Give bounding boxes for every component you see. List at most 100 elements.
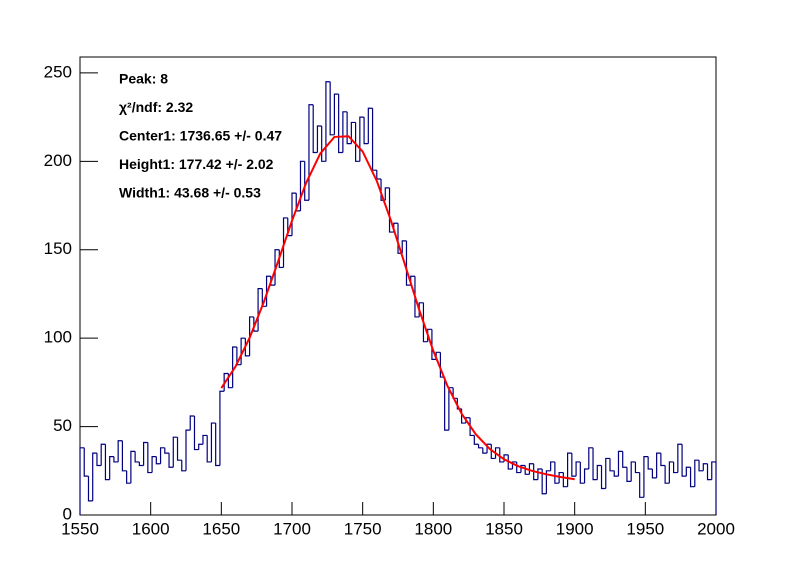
histogram-bin xyxy=(185,429,191,471)
histogram-bin xyxy=(79,447,85,515)
x-tick-label: 1850 xyxy=(485,519,523,538)
histogram-bin xyxy=(694,459,700,487)
histogram-bin xyxy=(596,464,602,480)
histogram-bin xyxy=(367,107,373,144)
histogram-bin xyxy=(545,470,551,494)
histogram-bin xyxy=(647,456,653,470)
histogram-bin xyxy=(668,461,674,484)
histogram-bin xyxy=(321,125,326,162)
histogram-bin xyxy=(249,316,254,356)
histogram-bin xyxy=(414,276,420,318)
x-tick-label: 1950 xyxy=(626,519,664,538)
histogram-bin xyxy=(494,447,500,459)
histogram-bin xyxy=(359,116,365,162)
histogram-bin xyxy=(567,452,572,487)
histogram-bin xyxy=(325,81,331,162)
histogram-bin xyxy=(299,160,305,211)
histogram-bin xyxy=(316,125,322,153)
histogram-bin xyxy=(613,470,619,477)
histogram-bin xyxy=(626,467,632,483)
histogram-bin xyxy=(575,461,581,477)
stats-annotation: Peak: 8 xyxy=(119,71,168,87)
y-tick-label: 0 xyxy=(63,504,72,523)
histogram-bin xyxy=(571,453,577,477)
histogram-bin xyxy=(189,415,195,431)
x-tick-label: 1750 xyxy=(344,519,382,538)
histogram-bin xyxy=(579,461,585,484)
x-tick-label: 1550 xyxy=(61,519,99,538)
histogram-bin xyxy=(639,472,644,498)
histogram-bin xyxy=(96,453,102,467)
histogram-bin xyxy=(405,240,411,286)
histogram-bin xyxy=(172,436,178,468)
y-tick-label: 150 xyxy=(44,239,72,258)
histogram-bin xyxy=(371,108,377,171)
histogram-bin xyxy=(681,444,687,477)
histogram-bin xyxy=(210,422,216,462)
stats-annotation: Height1: 177.42 +/- 2.02 xyxy=(119,156,274,172)
histogram-bin xyxy=(562,472,568,488)
histogram-bin xyxy=(444,377,449,431)
histogram-bin xyxy=(422,302,428,343)
histogram-bin xyxy=(312,104,318,154)
stats-annotation: Width1: 43.68 +/- 0.53 xyxy=(119,185,261,201)
histogram-bin xyxy=(541,469,547,495)
histogram-bin xyxy=(486,443,492,454)
histogram-bin xyxy=(507,454,513,470)
histogram-bin xyxy=(376,170,382,180)
histogram-bin xyxy=(147,442,153,474)
histogram-bin xyxy=(151,456,157,473)
histogram-bin xyxy=(702,463,708,471)
histogram-bin xyxy=(109,456,114,480)
plot-frame xyxy=(79,56,717,516)
x-tick-label: 1800 xyxy=(414,519,452,538)
histogram-bin xyxy=(656,452,661,478)
histogram-bin xyxy=(333,93,339,135)
histogram-bin xyxy=(350,121,356,144)
histogram-bin xyxy=(219,390,225,466)
histogram-bin xyxy=(431,329,437,360)
histogram-bin xyxy=(711,461,717,515)
histogram-bin xyxy=(520,464,526,473)
histogram-bin xyxy=(155,456,161,465)
histogram-bin xyxy=(198,443,203,450)
histogram-bin xyxy=(176,437,182,461)
histogram-bin xyxy=(308,104,314,201)
histogram-bin xyxy=(388,187,394,233)
histogram-bin xyxy=(482,447,488,454)
histogram-bin xyxy=(181,460,186,472)
histogram-bin xyxy=(193,415,199,451)
stats-annotation: Center1: 1736.65 +/- 0.47 xyxy=(119,128,282,144)
histogram-bin xyxy=(355,122,360,162)
fit-curve xyxy=(220,135,575,481)
histogram-bin xyxy=(469,417,475,437)
x-tick-label: 1700 xyxy=(273,519,311,538)
histogram-bin xyxy=(499,447,504,463)
histogram-bin xyxy=(104,444,110,481)
histogram-bin xyxy=(138,461,144,467)
histogram-bin xyxy=(159,447,165,464)
histogram-bin xyxy=(685,466,691,477)
histogram-bin xyxy=(592,447,598,481)
histogram-bin xyxy=(83,447,89,477)
histogram-bin xyxy=(346,111,352,145)
y-tick-label: 100 xyxy=(44,328,72,347)
histogram-bin xyxy=(121,440,127,472)
histogram-bin xyxy=(100,443,106,466)
histogram-bin xyxy=(583,468,589,484)
histogram-bin xyxy=(622,451,627,468)
histogram-bin xyxy=(673,461,678,474)
histogram-bin xyxy=(664,465,670,484)
histogram-bin xyxy=(528,463,534,475)
histogram-bin xyxy=(202,434,208,445)
histogram-bin xyxy=(698,460,704,472)
histogram-bin xyxy=(126,470,131,484)
histogram-bin xyxy=(87,476,93,502)
histogram-bin xyxy=(537,468,543,480)
histogram-bin xyxy=(168,453,174,468)
histogram-bin xyxy=(338,94,343,154)
histogram-bin xyxy=(689,467,695,488)
histogram-bin xyxy=(554,461,560,484)
histogram-bin xyxy=(643,456,649,498)
